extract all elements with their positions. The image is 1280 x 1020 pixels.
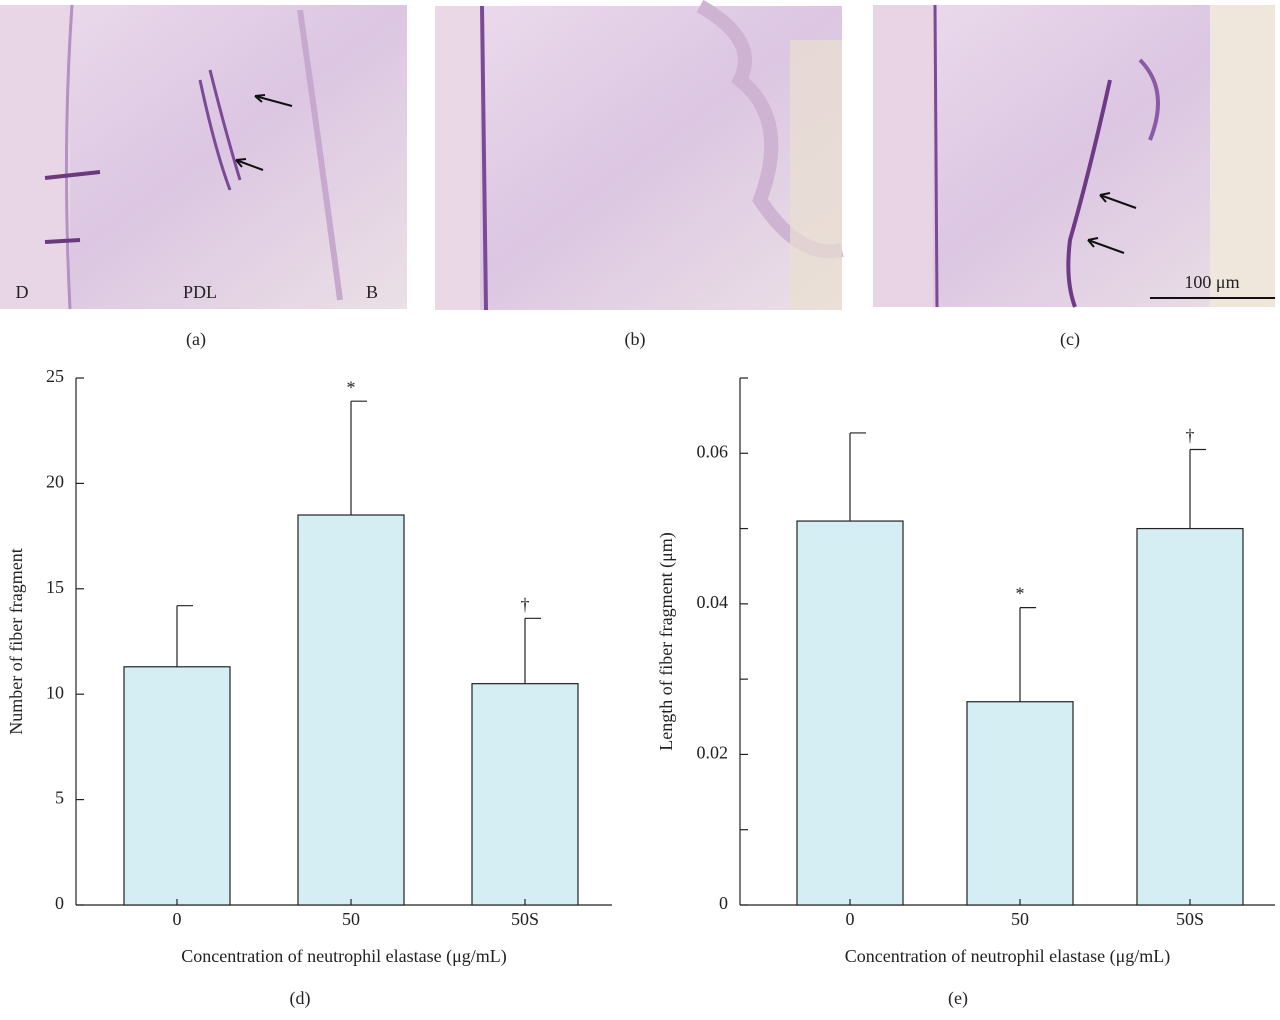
- error-bar: [1019, 607, 1036, 702]
- micrograph-b: [435, 0, 844, 311]
- bar: [123, 666, 231, 906]
- bar: [471, 683, 579, 906]
- y-tick-label: 0: [719, 893, 728, 913]
- error-bar: [350, 400, 367, 516]
- x-tick-label: 50: [342, 909, 360, 929]
- x-axis-label: Concentration of neutrophil elastase (μg…: [181, 946, 507, 967]
- bar: [297, 514, 405, 906]
- y-tick-label: 5: [55, 788, 64, 808]
- panel-label: (a): [186, 329, 206, 350]
- x-tick-label: 0: [846, 909, 855, 929]
- error-bar: [524, 617, 541, 684]
- panel-label: (e): [948, 988, 968, 1009]
- significance-marker: †: [521, 594, 530, 614]
- panel-label: (b): [625, 329, 646, 350]
- significance-marker: *: [1016, 584, 1025, 604]
- micrograph-c: 100 μm: [873, 4, 1275, 308]
- x-tick-label: 50: [1011, 909, 1029, 929]
- bar: [1136, 527, 1244, 906]
- significance-marker: †: [1186, 426, 1195, 446]
- x-axis-label: Concentration of neutrophil elastase (μg…: [845, 946, 1171, 967]
- bar: [796, 520, 904, 906]
- y-tick-label: 0.06: [697, 441, 729, 461]
- x-tick-label: 50S: [1176, 909, 1204, 929]
- bar: [966, 701, 1074, 906]
- x-tick-label: 50S: [511, 909, 539, 929]
- y-tick-label: 15: [46, 577, 64, 597]
- y-tick-label: 25: [46, 366, 64, 386]
- y-tick-label: 10: [46, 682, 64, 702]
- panel-label: (d): [290, 988, 311, 1009]
- y-axis-label: Length of fiber fragment (μm): [656, 532, 677, 751]
- y-tick-label: 20: [46, 472, 64, 492]
- panel-label: (c): [1060, 329, 1080, 350]
- y-tick-label: 0.02: [697, 743, 729, 763]
- image-annotation: B: [366, 282, 378, 302]
- error-bar: [1189, 448, 1206, 529]
- y-tick-label: 0.04: [697, 592, 729, 612]
- y-axis-label: Number of fiber fragment: [6, 548, 26, 734]
- significance-marker: *: [347, 377, 356, 397]
- error-bar: [176, 605, 193, 667]
- x-tick-label: 0: [173, 909, 182, 929]
- error-bar: [849, 432, 866, 522]
- image-annotation: D: [16, 282, 29, 302]
- scale-bar-label: 100 μm: [1184, 272, 1239, 292]
- image-annotation: PDL: [183, 282, 217, 302]
- micrograph-a: D PDL B: [0, 4, 407, 310]
- y-tick-label: 0: [55, 893, 64, 913]
